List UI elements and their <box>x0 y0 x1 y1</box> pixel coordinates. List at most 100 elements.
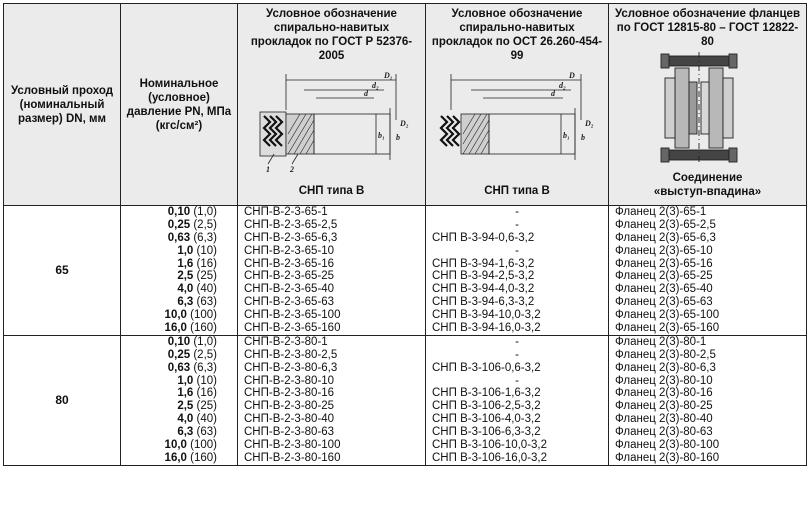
ost-designation: СНП В-3-94-6,3-3,2 <box>432 296 535 309</box>
flange-designation: Фланец 2(3)-80-160 <box>615 451 720 464</box>
pressure-value: 4,0 (40) <box>121 413 237 426</box>
ost-designation: СНП В-3-94-4,0-3,2 <box>432 283 535 296</box>
gost-designation: СНП-В-2-3-80-10 <box>244 374 335 387</box>
pressure-kgs: (63) <box>196 296 217 309</box>
pressure-value: 10,0 (100) <box>121 309 237 322</box>
pressure-mpa: 2,5 <box>177 270 194 283</box>
flange-designation: Фланец 2(3)-65-2,5 <box>615 218 716 231</box>
table-row-dn-65: 65 0,10 (1,0) 0,25 (2,5) 0,63 (6,3) 1,0 (10… <box>3 205 807 336</box>
pressure-mpa: 4,0 <box>177 283 194 296</box>
svg-text:d: d <box>364 89 369 98</box>
pressure-mpa: 6,3 <box>177 426 194 439</box>
pressure-mpa: 0,25 <box>167 218 191 231</box>
header-flange: Условное обозначение фланцев по ГОСТ 128… <box>608 3 807 206</box>
svg-text:d: d <box>551 89 556 98</box>
ost-designation: СНП В-3-106-10,0-3,2 <box>432 439 548 452</box>
gost-designation: СНП-В-2-3-80-160 <box>244 451 341 464</box>
pressure-value: 1,0 (10) <box>121 245 237 258</box>
pressure-kgs: (10) <box>196 244 217 257</box>
pressure-value: 16,0 (160) <box>121 322 237 335</box>
pressure-value: 0,10 (1,0) <box>121 206 237 219</box>
gost-designation: СНП-В-2-3-80-100 <box>244 439 341 452</box>
ost-designation: - <box>515 206 519 218</box>
pressure-mpa: 1,6 <box>177 387 194 400</box>
flange-designation: Фланец 2(3)-80-10 <box>615 374 713 387</box>
ost-designation: - <box>515 218 519 231</box>
pressure-value: 1,0 (10) <box>121 375 237 388</box>
ost-designation: СНП В-3-94-10,0-3,2 <box>432 309 541 322</box>
svg-text:D₂: D₂ <box>399 119 409 128</box>
flange-joint-drawing-icon <box>660 52 737 164</box>
ost-designation-cell: - - СНП В-3-94-0,6-3,2- СНП В-3-94-1,6-3,2 С… <box>425 205 609 336</box>
pressure-value: 10,0 (100) <box>121 439 237 452</box>
gost-designation: СНП-В-2-3-80-25 <box>244 400 335 413</box>
flange-designation-cell: Фланец 2(3)-65-1 Фланец 2(3)-65-2,5 Фланец… <box>608 205 807 336</box>
svg-text:1: 1 <box>266 165 270 174</box>
svg-text:2: 2 <box>289 165 294 174</box>
flange-title: Условное обозначение фланцев по ГОСТ 128… <box>614 8 801 48</box>
flange-designation: Фланец 2(3)-80-1 <box>615 335 707 348</box>
pressure-kgs: (25) <box>196 400 217 413</box>
flange-designation: Фланец 2(3)-65-1 <box>615 206 707 218</box>
pressure-kgs: (40) <box>196 283 217 296</box>
flange-designation: Фланец 2(3)-80-100 <box>615 439 720 452</box>
pressure-value: 2,5 (25) <box>121 400 237 413</box>
ost-designation: СНП В-3-106-16,0-3,2 <box>432 451 548 464</box>
pressure-mpa: 10,0 <box>164 439 187 452</box>
flange-designation: Фланец 2(3)-65-10 <box>615 244 713 257</box>
pressure-value: 6,3 (63) <box>121 426 237 439</box>
pressure-mpa: 0,10 <box>167 335 191 348</box>
gasket-specification-table: Условный проход (номинальный размер) DN,… <box>3 3 807 466</box>
gost-designation: СНП-В-2-3-65-40 <box>244 283 335 296</box>
gasket-drawing-icon: D d₂ d b₁ b D₂ <box>439 71 594 160</box>
flange-caption-type: «выступ-впадина» <box>653 186 762 198</box>
gost-designation: СНП-В-2-3-80-16 <box>244 387 335 400</box>
pressure-kgs: (2,5) <box>193 348 217 361</box>
flange-designation: Фланец 2(3)-80-2,5 <box>615 348 716 361</box>
flange-designation: Фланец 2(3)-80-25 <box>615 400 713 413</box>
pn-cell: 0,10 (1,0) 0,25 (2,5) 0,63 (6,3) 1,0 (10) 1,… <box>120 334 238 466</box>
pressure-kgs: (25) <box>196 270 217 283</box>
flange-designation: Фланец 2(3)-65-63 <box>615 296 713 309</box>
ost-designation: СНП В-3-106-2,5-3,2 <box>432 400 541 413</box>
pressure-mpa: 1,0 <box>177 244 194 257</box>
pressure-value: 0,25 (2,5) <box>121 349 237 362</box>
pressure-kgs: (63) <box>196 426 217 439</box>
gost-designation-cell: СНП-В-2-3-80-1 СНП-В-2-3-80-2,5 СНП-В-2-3-… <box>237 334 426 466</box>
pressure-mpa: 0,63 <box>167 361 191 374</box>
pressure-mpa: 0,63 <box>167 231 191 244</box>
pressure-value: 6,3 (63) <box>121 296 237 309</box>
pressure-mpa: 4,0 <box>177 413 194 426</box>
pressure-kgs: (1,0) <box>193 206 217 218</box>
pressure-mpa: 6,3 <box>177 296 194 309</box>
gost-designation: СНП-В-2-3-80-63 <box>244 426 335 439</box>
flange-designation: Фланец 2(3)-65-100 <box>615 309 720 322</box>
svg-text:D₂: D₂ <box>584 119 594 128</box>
ost-designation: - <box>515 374 519 387</box>
ost-designation: СНП В-3-94-0,6-3,2 <box>432 231 535 244</box>
gost-designation: СНП-В-2-3-80-2,5 <box>244 348 338 361</box>
ost-designation: - <box>515 335 519 348</box>
flange-designation: Фланец 2(3)-80-6,3 <box>615 361 716 374</box>
pressure-value: 4,0 (40) <box>121 283 237 296</box>
dn-cell: 65 <box>3 205 121 336</box>
pressure-value: 16,0 (160) <box>121 452 237 465</box>
ost-designation: СНП В-3-94-16,0-3,2 <box>432 322 541 335</box>
svg-text:d₂: d₂ <box>372 81 379 90</box>
header-nominal-pressure: Номинальное (условное) давление PN, МПа … <box>120 3 238 206</box>
gost-designation: СНП-В-2-3-65-1 <box>244 206 328 218</box>
gost-designation: СНП-В-2-3-80-40 <box>244 413 335 426</box>
flange-designation: Фланец 2(3)-65-6,3 <box>615 231 716 244</box>
ost-title: Условное обозначение спирально-навитых п… <box>431 8 603 62</box>
flange-designation: Фланец 2(3)-80-16 <box>615 387 713 400</box>
svg-text:D: D <box>568 71 575 80</box>
pressure-value: 0,10 (1,0) <box>121 336 237 349</box>
header-gost-gasket: Условное обозначение спирально-навитых п… <box>237 3 426 206</box>
pressure-kgs: (1,0) <box>193 335 217 348</box>
flange-designation-cell: Фланец 2(3)-80-1 Фланец 2(3)-80-2,5 Фланец… <box>608 334 807 466</box>
pressure-mpa: 16,0 <box>164 322 187 335</box>
pressure-kgs: (40) <box>196 413 217 426</box>
svg-text:d₂: d₂ <box>559 81 566 90</box>
ost-designation: СНП В-3-106-1,6-3,2 <box>432 387 541 400</box>
ost-designation: СНП В-3-106-0,6-3,2 <box>432 361 541 374</box>
